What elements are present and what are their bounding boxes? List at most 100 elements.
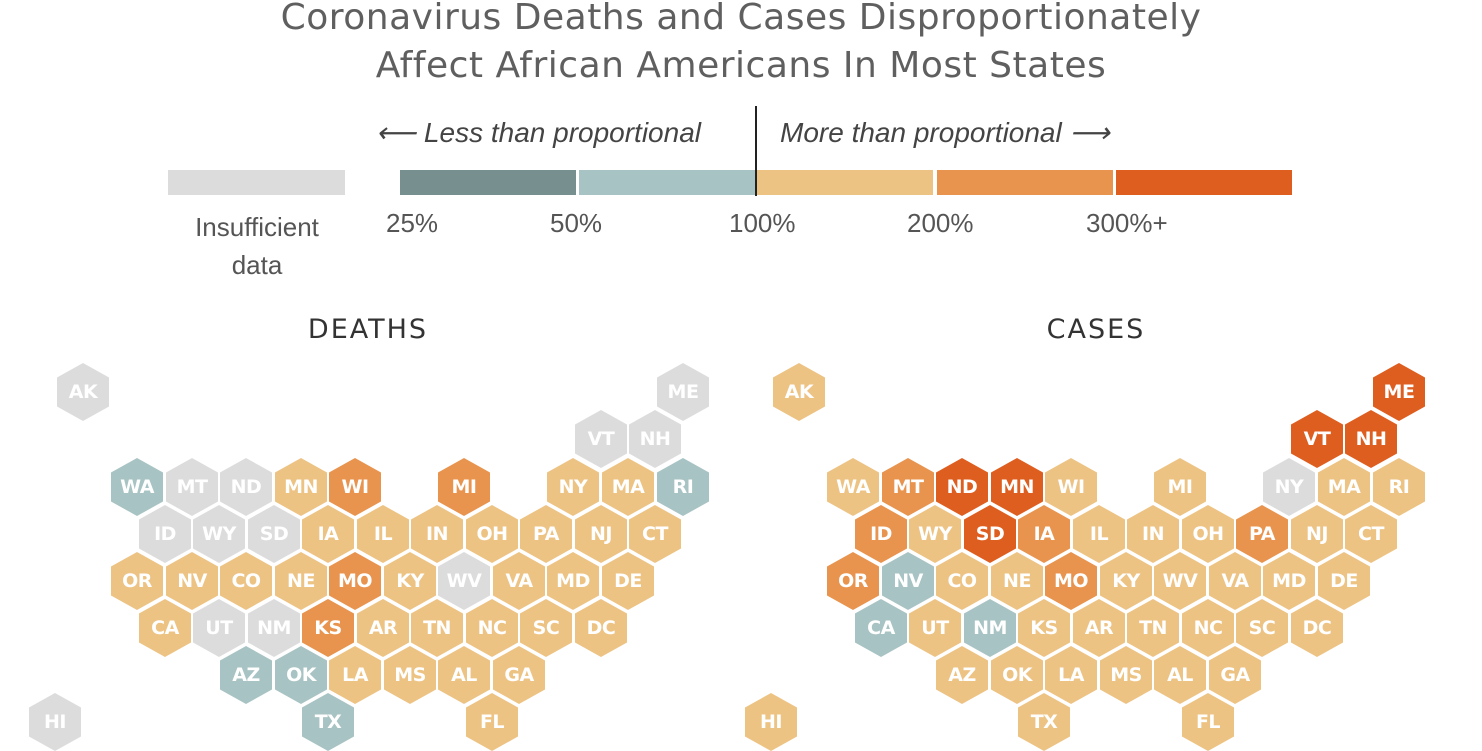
legend-swatch-insufficient — [168, 170, 345, 195]
cases-hex-pa: PA — [1236, 505, 1288, 563]
cases-hex-or: OR — [827, 552, 879, 610]
cases-hex-me: ME — [1373, 363, 1425, 421]
deaths-hex-ri: RI — [657, 458, 709, 516]
deaths-map-title: DEATHS — [307, 314, 429, 345]
cases-hex-ny: NY — [1263, 458, 1315, 516]
deaths-hex-il: IL — [357, 505, 409, 563]
deaths-hex-tn: TN — [411, 599, 463, 657]
cases-hex-ks: KS — [1018, 599, 1070, 657]
cases-hex-ak: AK — [773, 363, 825, 421]
cases-hex-vt: VT — [1291, 410, 1343, 468]
legend-divider — [755, 106, 757, 196]
cases-hex-il: IL — [1073, 505, 1125, 563]
cases-hex-wy: WY — [909, 505, 961, 563]
deaths-hex-nj: NJ — [575, 505, 627, 563]
insufficient-line-1: Insufficient — [195, 212, 319, 242]
legend-swatch-200-300 — [937, 170, 1113, 195]
deaths-hex-ca: CA — [139, 599, 191, 657]
insufficient-line-2: data — [231, 250, 283, 280]
deaths-hex-al: AL — [438, 646, 490, 704]
deaths-hex-az: AZ — [220, 646, 272, 704]
cases-hex-ne: NE — [991, 552, 1043, 610]
deaths-hex-in: IN — [411, 505, 463, 563]
deaths-hex-pa: PA — [520, 505, 572, 563]
cases-hex-md: MD — [1263, 552, 1315, 610]
cases-hex-oh: OH — [1182, 505, 1234, 563]
legend-tick-100: 100% — [729, 208, 796, 238]
cases-hex-tx: TX — [1018, 693, 1070, 751]
deaths-hex-ar: AR — [357, 599, 409, 657]
deaths-hex-sc: SC — [520, 599, 572, 657]
cases-hex-wi: WI — [1045, 458, 1097, 516]
deaths-hex-mt: MT — [166, 458, 218, 516]
deaths-hex-wa: WA — [111, 458, 163, 516]
deaths-hex-ok: OK — [275, 646, 327, 704]
cases-hex-in: IN — [1127, 505, 1179, 563]
deaths-hex-nm: NM — [248, 599, 300, 657]
deaths-hex-ny: NY — [547, 458, 599, 516]
cases-hex-ia: IA — [1018, 505, 1070, 563]
cases-hex-nh: NH — [1345, 410, 1397, 468]
deaths-hex-dc: DC — [575, 599, 627, 657]
cases-hex-de: DE — [1318, 552, 1370, 610]
cases-hex-fl: FL — [1182, 693, 1234, 751]
title-line-2: Affect African Americans In Most States — [375, 45, 1107, 86]
cases-hex-sd: SD — [964, 505, 1016, 563]
cases-hex-mn: MN — [991, 458, 1043, 516]
cases-hex-ms: MS — [1100, 646, 1152, 704]
deaths-hex-wi: WI — [329, 458, 381, 516]
legend-swatch-100-200 — [757, 170, 933, 195]
deaths-hex-fl: FL — [466, 693, 518, 751]
cases-hex-nc: NC — [1182, 599, 1234, 657]
cases-hex-ri: RI — [1373, 458, 1425, 516]
cases-hex-wa: WA — [827, 458, 879, 516]
deaths-hex-ma: MA — [602, 458, 654, 516]
deaths-hex-wv: WV — [438, 552, 490, 610]
cases-hex-ct: CT — [1345, 505, 1397, 563]
cases-hex-mi: MI — [1154, 458, 1206, 516]
deaths-hex-la: LA — [329, 646, 381, 704]
deaths-hex-ga: GA — [493, 646, 545, 704]
deaths-hex-nv: NV — [166, 552, 218, 610]
deaths-hex-de: DE — [602, 552, 654, 610]
cases-hex-mo: MO — [1045, 552, 1097, 610]
cases-hex-co: CO — [936, 552, 988, 610]
cases-hex-wv: WV — [1154, 552, 1206, 610]
deaths-hex-sd: SD — [248, 505, 300, 563]
deaths-hex-ms: MS — [384, 646, 436, 704]
deaths-hex-ky: KY — [384, 552, 436, 610]
legend-less-label: ⟵ Less than proportional — [376, 117, 701, 148]
chart-title: Coronavirus Deaths and Cases Disproporti… — [0, 0, 1482, 90]
deaths-hex-nc: NC — [466, 599, 518, 657]
deaths-hex-ct: CT — [629, 505, 681, 563]
legend-tick-300-plus: 300%+ — [1086, 208, 1168, 238]
cases-hex-al: AL — [1154, 646, 1206, 704]
deaths-hex-oh: OH — [466, 505, 518, 563]
cases-hex-sc: SC — [1236, 599, 1288, 657]
cases-hex-nv: NV — [882, 552, 934, 610]
legend-swatch-300-plus — [1116, 170, 1292, 195]
legend-tick-200: 200% — [907, 208, 974, 238]
deaths-hex-vt: VT — [575, 410, 627, 468]
cases-hex-tn: TN — [1127, 599, 1179, 657]
deaths-hex-ia: IA — [302, 505, 354, 563]
deaths-hex-nh: NH — [629, 410, 681, 468]
cases-hex-ma: MA — [1318, 458, 1370, 516]
deaths-hex-mn: MN — [275, 458, 327, 516]
deaths-hex-hi: HI — [29, 693, 81, 751]
cases-hex-id: ID — [855, 505, 907, 563]
cases-hex-az: AZ — [936, 646, 988, 704]
legend-swatch-25-50 — [400, 170, 576, 195]
deaths-hex-ak: AK — [57, 363, 109, 421]
cases-hex-mt: MT — [882, 458, 934, 516]
deaths-hex-ks: KS — [302, 599, 354, 657]
deaths-hex-me: ME — [657, 363, 709, 421]
legend-tick-25: 25% — [386, 208, 439, 238]
deaths-hex-mo: MO — [329, 552, 381, 610]
cases-hex-va: VA — [1209, 552, 1261, 610]
deaths-hex-id: ID — [139, 505, 191, 563]
cases-hex-ga: GA — [1209, 646, 1261, 704]
title-line-1: Coronavirus Deaths and Cases Disproporti… — [280, 0, 1202, 38]
cases-hex-nj: NJ — [1291, 505, 1343, 563]
legend-insufficient-label: Insufficient data — [168, 208, 346, 284]
